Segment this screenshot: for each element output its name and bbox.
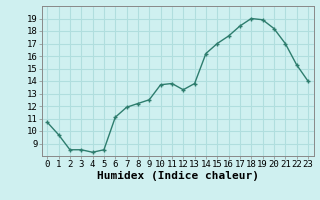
X-axis label: Humidex (Indice chaleur): Humidex (Indice chaleur) [97,171,259,181]
